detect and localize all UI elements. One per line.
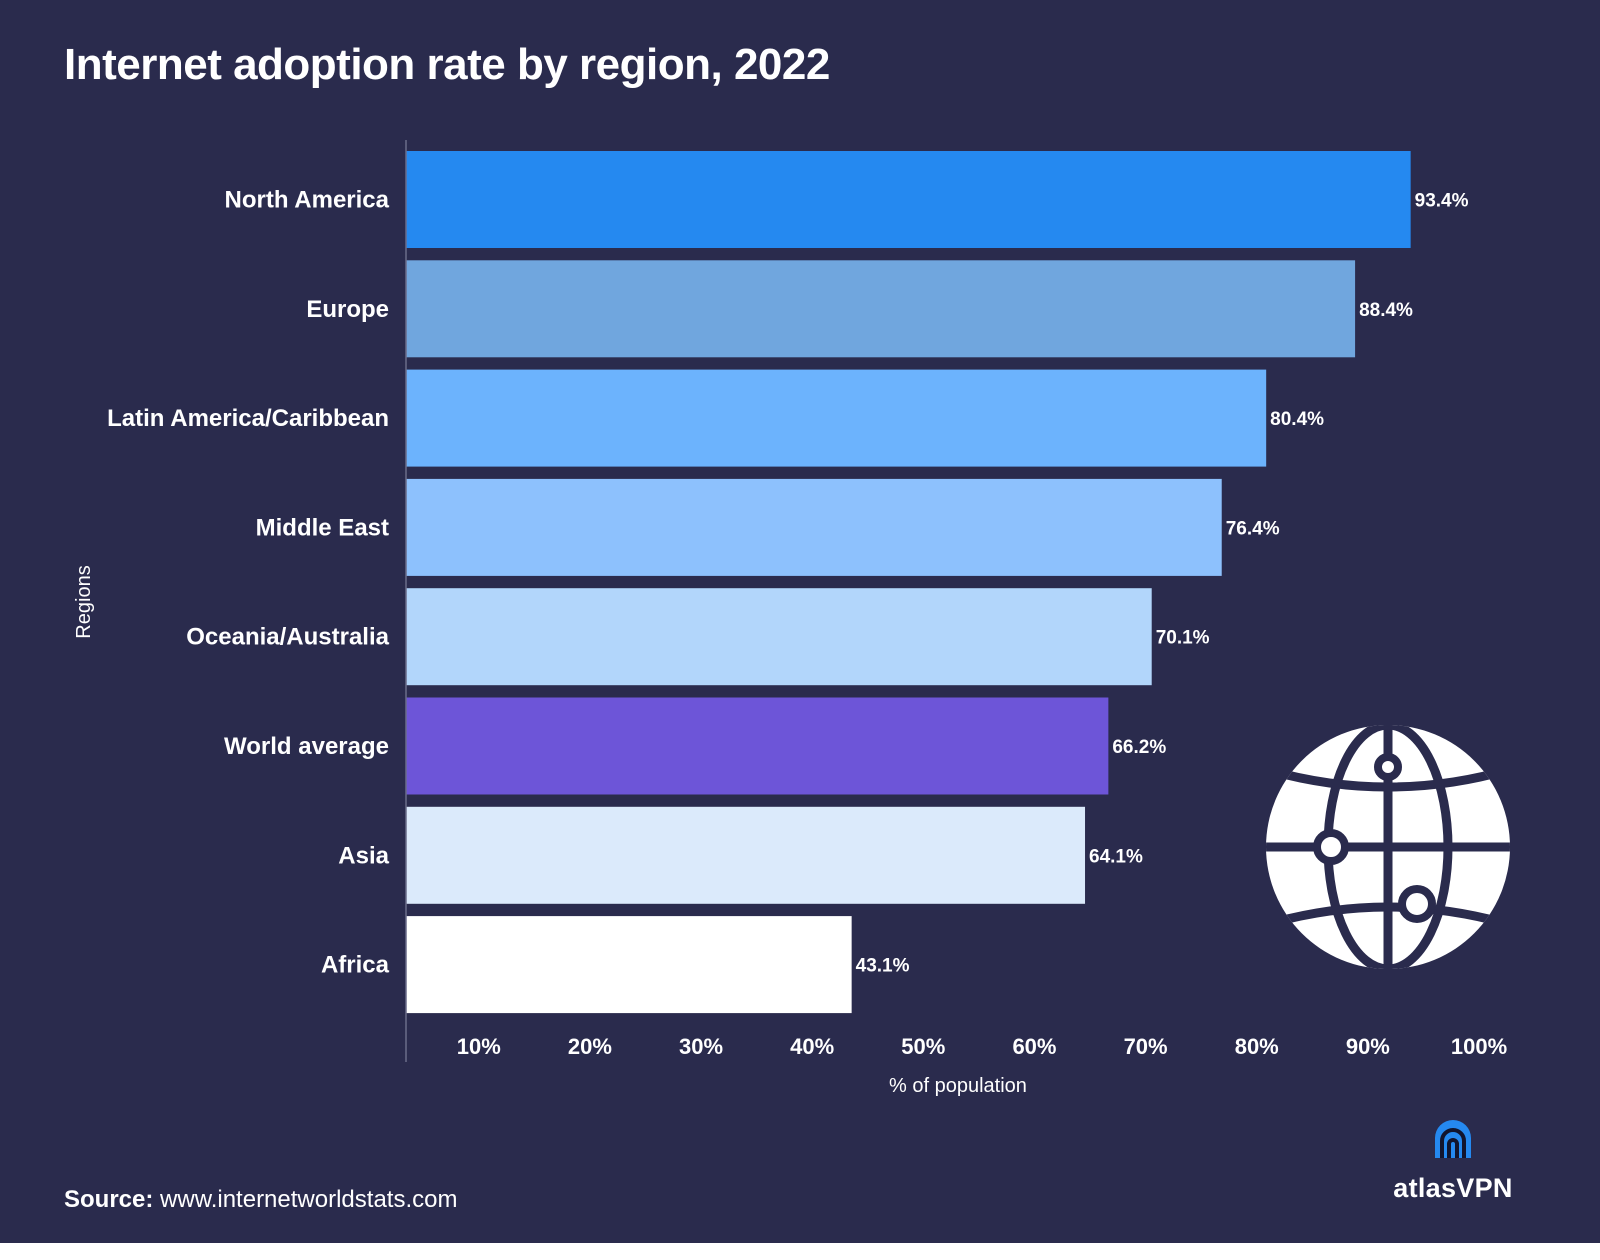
x-axis-title: % of population — [889, 1075, 1027, 1097]
category-label: Middle East — [256, 514, 389, 541]
category-label: World average — [224, 733, 389, 760]
bar-world-average — [406, 697, 1109, 795]
x-tick-label: 100% — [1451, 1034, 1507, 1059]
category-label: North America — [225, 187, 390, 214]
source-label: Source: — [64, 1186, 154, 1213]
category-label: Europe — [306, 296, 389, 323]
x-tick-label: 20% — [568, 1034, 612, 1059]
globe-network-icon — [1266, 725, 1510, 969]
bar-asia — [406, 806, 1086, 904]
x-tick-label: 70% — [1124, 1034, 1168, 1059]
source-url: www.internetworldstats.com — [160, 1186, 458, 1213]
bar-north-america — [406, 151, 1411, 248]
brand-name: atlasVPN — [1393, 1173, 1513, 1203]
x-ticks-layer: 10% 20% 30% 40% 50% 60% 70% 80% 90% 100% — [457, 1034, 1507, 1059]
bar-africa — [406, 916, 852, 1014]
value-label: 76.4% — [1226, 518, 1280, 539]
bar-middle-east — [406, 478, 1222, 576]
y-axis-title: Regions — [73, 565, 95, 638]
value-label: 93.4% — [1415, 191, 1469, 212]
source-line: Source: www.internetworldstats.com — [64, 1186, 457, 1214]
x-tick-label: 80% — [1235, 1034, 1279, 1059]
category-label: Asia — [338, 842, 389, 869]
x-tick-label: 90% — [1346, 1034, 1390, 1059]
x-tick-label: 30% — [679, 1034, 723, 1059]
bar-latin-america-caribbean — [406, 369, 1267, 467]
category-label: Latin America/Caribbean — [107, 405, 389, 432]
value-label: 66.2% — [1112, 737, 1166, 758]
value-label: 88.4% — [1359, 300, 1413, 321]
x-tick-label: 40% — [790, 1034, 834, 1059]
category-label: Oceania/Australia — [186, 624, 389, 651]
bar-europe — [406, 260, 1356, 358]
atlasvpn-logo-icon — [1435, 1120, 1471, 1158]
value-label: 43.1% — [856, 956, 910, 977]
category-label: Africa — [321, 952, 390, 979]
bars-layer: North America 93.4% Europe 88.4% Latin Ameri… — [107, 151, 1469, 1014]
chart-title: Internet adoption rate by region, 2022 — [64, 40, 830, 89]
value-label: 80.4% — [1270, 409, 1324, 430]
bar-oceania-australia — [406, 588, 1152, 686]
x-tick-label: 10% — [457, 1034, 501, 1059]
x-tick-label: 60% — [1012, 1034, 1056, 1059]
x-tick-label: 50% — [901, 1034, 945, 1059]
value-label: 70.1% — [1156, 628, 1210, 649]
brand-block: atlasVPN — [1378, 1114, 1528, 1204]
value-label: 64.1% — [1089, 846, 1143, 867]
